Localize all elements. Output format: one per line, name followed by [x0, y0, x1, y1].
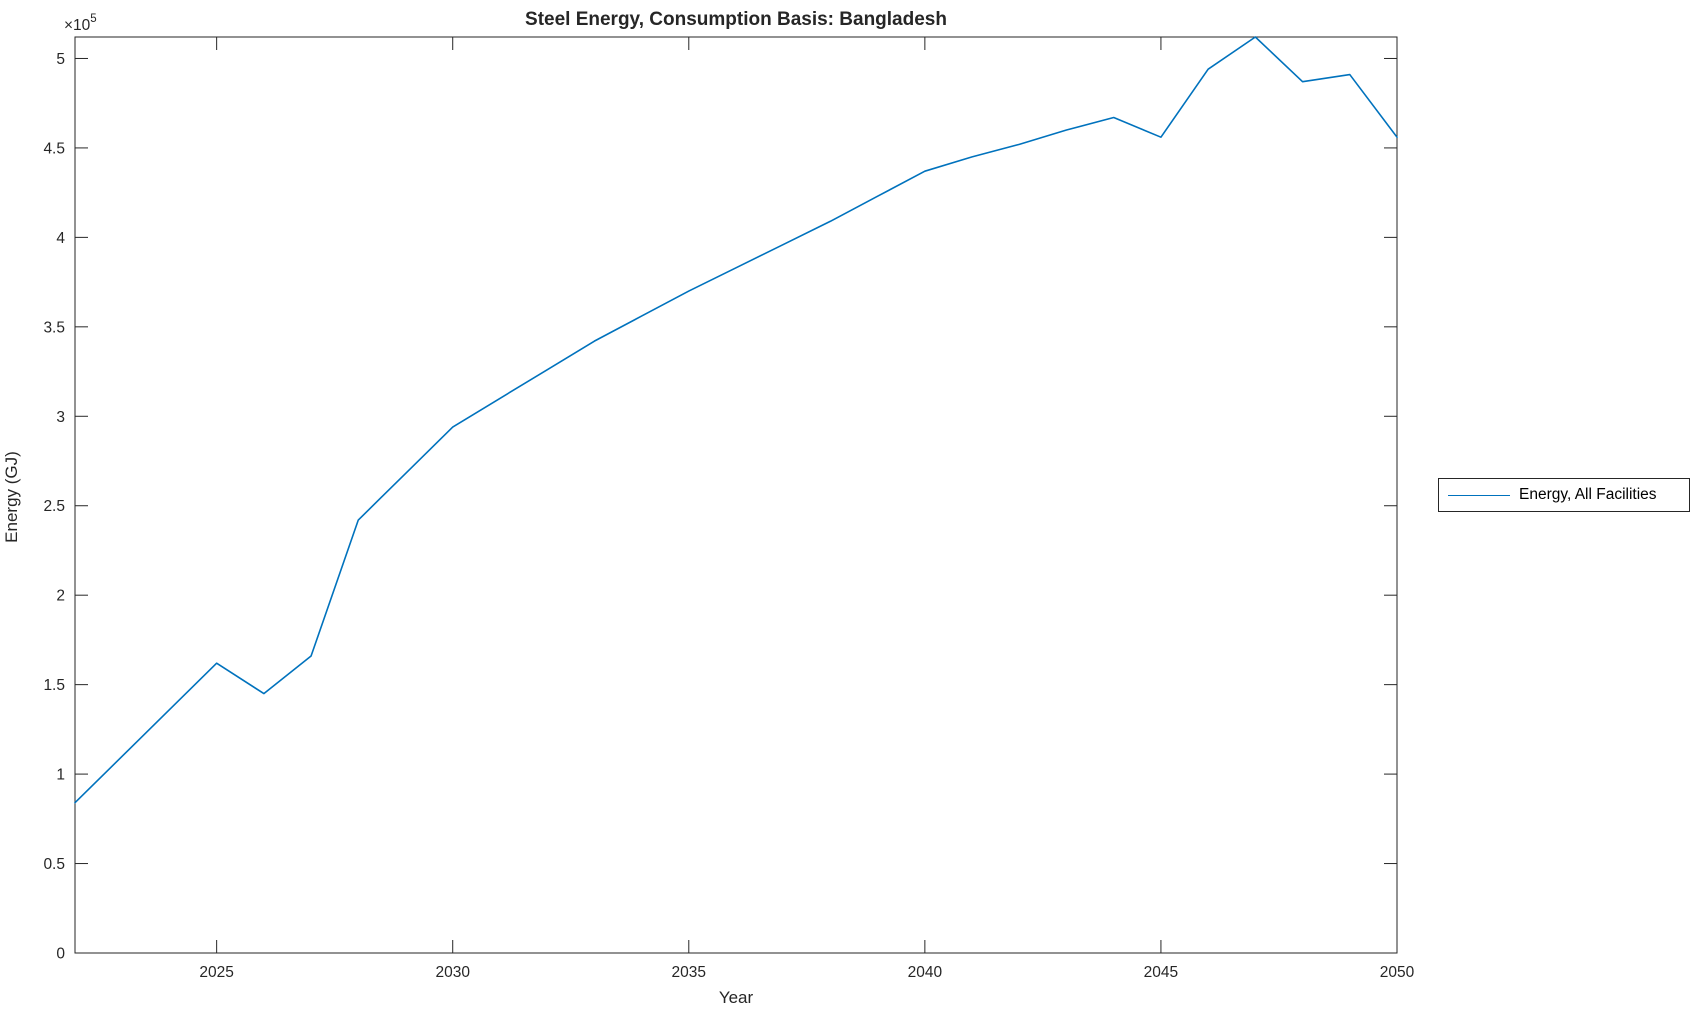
- y-tick-label: 1: [56, 767, 65, 784]
- y-axis-multiplier-exponent: 5: [90, 13, 96, 25]
- y-axis-multiplier-base: ×10: [64, 17, 91, 34]
- x-axis-label: Year: [719, 988, 754, 1007]
- legend: Energy, All Facilities: [1438, 478, 1690, 512]
- y-tick-label: 1.5: [43, 677, 65, 694]
- legend-entry-label: Energy, All Facilities: [1519, 486, 1657, 503]
- y-axis-multiplier: ×105: [64, 13, 97, 34]
- axes-layer: 2025 2030 2035 2040 2045 2050 0 0.5 1 1.5 2 2.5 3 3.5…: [43, 36, 1415, 981]
- y-tick-label: 2.5: [43, 498, 65, 515]
- y-tick-label: 3: [56, 409, 65, 426]
- y-axis-label: Energy (GJ): [2, 451, 21, 543]
- data-layer: [74, 36, 1398, 804]
- x-tick-label: 2040: [908, 964, 943, 981]
- x-tick-label: 2050: [1380, 964, 1415, 981]
- y-tick-label: 0.5: [43, 856, 65, 873]
- y-tick-label: 0: [56, 946, 65, 963]
- x-tick-label: 2030: [435, 964, 470, 981]
- legend-sample-line: [1448, 494, 1510, 496]
- y-tick-label: 4: [56, 230, 65, 247]
- y-tick-label: 4.5: [43, 140, 65, 157]
- axes-box: [74, 36, 1398, 954]
- x-tick-label: 2035: [672, 964, 706, 981]
- chart-title: Steel Energy, Consumption Basis: Banglad…: [525, 9, 947, 30]
- x-tick-label: 2025: [199, 964, 233, 981]
- y-tick-label: 5: [56, 51, 65, 68]
- energy-line: [74, 36, 1398, 804]
- y-tick-label: 2: [56, 588, 65, 605]
- x-tick-label: 2045: [1144, 964, 1178, 981]
- y-tick-label: 3.5: [43, 319, 65, 336]
